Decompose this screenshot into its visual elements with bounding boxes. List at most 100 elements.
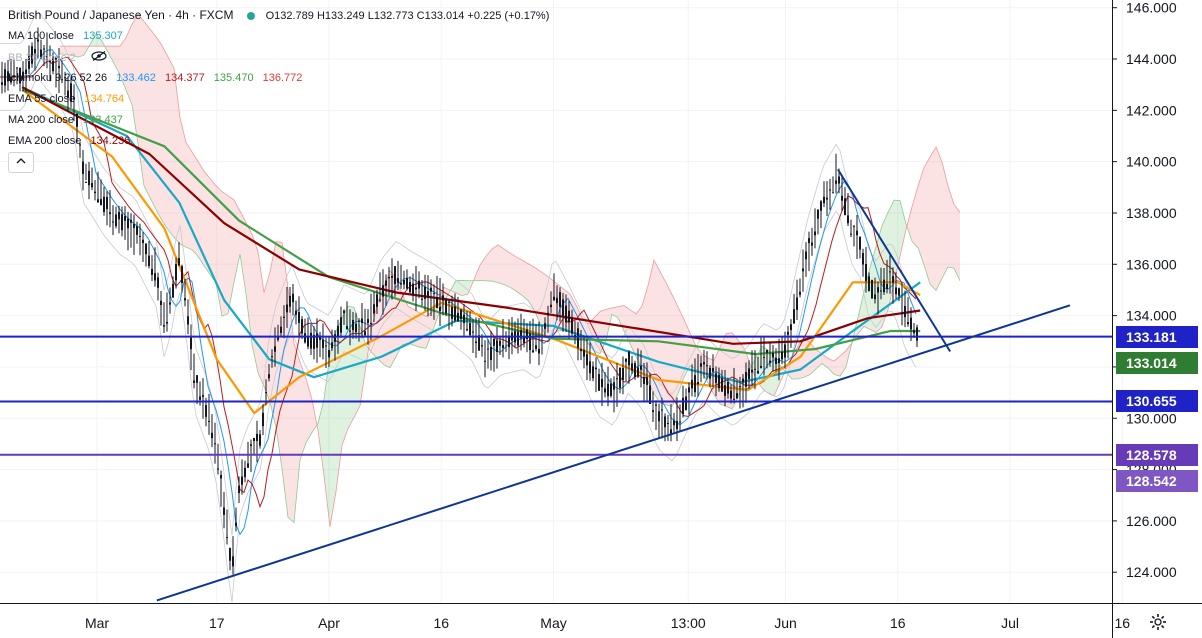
candle-body: [454, 306, 456, 321]
candle-body: [58, 66, 60, 69]
cloud-segment: [210, 178, 216, 283]
candle-body: [274, 346, 276, 352]
candle-body: [880, 290, 882, 292]
cloud-segment: [252, 234, 258, 373]
candle-body: [403, 280, 405, 285]
candle-body: [364, 331, 366, 336]
legend-ma100[interactable]: MA 100 close 135.307: [8, 26, 549, 47]
legend-ema200[interactable]: EMA 200 close 134.236: [8, 131, 549, 152]
candle-body: [223, 507, 225, 515]
y-tick-label: 138.000: [1126, 205, 1177, 221]
x-tick-label: 16: [890, 615, 906, 631]
support-trendline: [156, 304, 1071, 602]
ohlc-readout: O132.789 H133.249 L132.773 C133.014 +0.2…: [265, 10, 550, 22]
candle-body: [295, 310, 297, 315]
candle-body: [694, 375, 696, 393]
x-tick-label: Apr: [318, 615, 340, 631]
symbol-title[interactable]: British Pound / Japanese Yen · 4h · FXCM: [8, 8, 234, 22]
legend-bb[interactable]: BB 20 close 2: [8, 47, 549, 68]
cloud-segment: [204, 171, 210, 275]
candle-body: [313, 334, 315, 349]
hidden-eye-icon[interactable]: [91, 47, 107, 68]
ichimoku-label: Ichimoku 9 26 52 26: [8, 72, 108, 84]
x-tick-label: Mar: [85, 615, 109, 631]
candle-body: [835, 180, 837, 184]
candle-body: [49, 60, 51, 62]
bb-label: BB 20 close 2: [8, 52, 76, 64]
y-tick-label: 146.000: [1126, 0, 1177, 16]
ma200-value: 133.437: [83, 114, 123, 126]
candle-body: [775, 357, 777, 364]
candle-body: [286, 304, 288, 313]
trendlines[interactable]: [156, 168, 1071, 602]
legend-ma200[interactable]: MA 200 close 133.437: [8, 110, 549, 131]
ichimoku-tenkan-value: 133.462: [116, 72, 156, 84]
horizontal-levels[interactable]: [0, 335, 1112, 456]
ema200-label: EMA 200 close: [8, 135, 82, 147]
legend-ichimoku[interactable]: Ichimoku 9 26 52 26 133.462 134.377 135.…: [8, 68, 549, 89]
candle-body: [913, 330, 915, 334]
cloud-segment: [324, 354, 330, 527]
ma100-value: 135.307: [83, 30, 123, 42]
candle-body: [742, 378, 744, 383]
candle-body: [616, 378, 618, 380]
cloud-segment: [336, 318, 342, 492]
candle-body: [262, 412, 264, 427]
cloud-segment: [522, 260, 528, 301]
candle-body: [76, 113, 78, 127]
candle-body: [217, 468, 219, 470]
candle-body: [856, 230, 858, 236]
candle-body: [85, 181, 87, 183]
cloud-segment: [834, 355, 840, 377]
candle-body: [754, 368, 756, 370]
cloud-segment: [294, 343, 300, 523]
candle-body: [211, 432, 213, 439]
x-tick-label: Jul: [1001, 615, 1019, 631]
candle-body: [406, 278, 408, 289]
candle-body: [325, 345, 327, 347]
candle-body: [106, 196, 108, 210]
candle-body: [463, 314, 465, 324]
candle-body: [691, 379, 693, 389]
candle-body: [400, 283, 402, 285]
cloud-segment: [942, 161, 948, 279]
legend-ema55[interactable]: EMA 55 close 134.764: [8, 89, 549, 110]
candle-body: [208, 420, 210, 422]
candle-body: [643, 377, 645, 385]
candle-body: [595, 367, 597, 370]
candle-body: [547, 312, 549, 316]
cloud-segment: [678, 306, 684, 394]
y-tick-label: 130.000: [1126, 410, 1177, 426]
candle-body: [790, 324, 792, 331]
cloud-segment: [660, 271, 666, 405]
candle-body: [112, 221, 114, 223]
collapse-legend-button[interactable]: [8, 152, 34, 173]
candle-body: [577, 328, 579, 348]
cloud-segment: [912, 186, 918, 248]
candle-body: [358, 320, 360, 322]
candle-body: [283, 316, 285, 318]
candle-body: [646, 377, 648, 385]
candle-body: [376, 294, 378, 307]
candle-body: [373, 304, 375, 314]
candle-body: [250, 444, 252, 447]
candle-body: [706, 365, 708, 367]
candle-body: [469, 323, 471, 336]
cloud-segment: [120, 37, 126, 90]
candle-body: [484, 360, 486, 362]
candle-body: [253, 437, 255, 442]
candle-body: [796, 297, 798, 310]
ma100-label: MA 100 close: [8, 30, 75, 42]
cloud-segment: [672, 294, 678, 407]
settings-gear-icon[interactable]: [1148, 612, 1168, 632]
candle-body: [847, 215, 849, 224]
cloud-segment: [396, 278, 402, 357]
candle-body: [589, 361, 591, 374]
candle-body: [823, 196, 825, 204]
cloud-segment: [666, 282, 672, 407]
candle-body: [382, 285, 384, 297]
bb-lower-line: [0, 79, 917, 603]
candle-body: [562, 299, 564, 316]
x-tick-label: 16: [433, 615, 449, 631]
